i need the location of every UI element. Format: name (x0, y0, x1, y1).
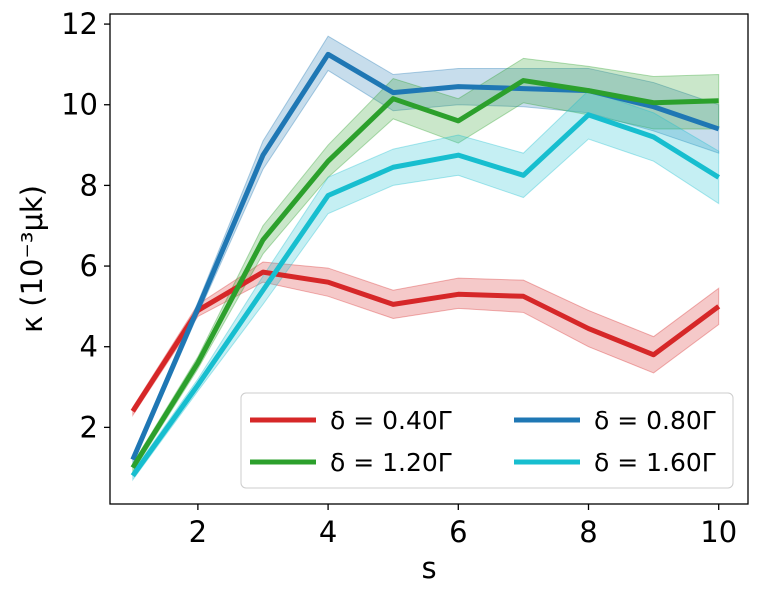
x-tick-label: 6 (449, 515, 467, 549)
series-lines (130, 51, 721, 478)
legend-label: δ = 0.40Γ (330, 406, 452, 435)
band-series-1 (132, 35, 720, 464)
y-tick-label: 10 (61, 88, 98, 122)
line-series-0 (130, 269, 721, 413)
line-series-3 (130, 112, 721, 478)
legend-label: δ = 1.20Γ (330, 448, 452, 477)
legend-box (240, 392, 734, 489)
y-tick-label: 2 (80, 410, 98, 444)
y-tick-label: 6 (80, 249, 98, 283)
x-axis-label: s (421, 551, 436, 585)
y-tick-label: 8 (80, 168, 98, 202)
y-axis-label: κ (10⁻³μk) (15, 185, 49, 333)
legend: δ = 0.40Γ δ = 0.80Γ δ = 1.20Γ δ = 1.60Γ (240, 392, 734, 489)
x-tick-label: 8 (579, 515, 597, 549)
x-tick-label: 2 (189, 515, 207, 549)
y-tick-label: 12 (61, 7, 98, 41)
band-series-0 (132, 261, 720, 417)
legend-label: δ = 0.80Γ (594, 406, 716, 435)
y-tick-label: 4 (80, 330, 98, 364)
legend-label: δ = 1.60Γ (594, 448, 716, 477)
line-series-2 (130, 78, 719, 470)
y-axis-ticks: 2 4 6 8 10 12 (61, 7, 110, 444)
plot-frame (109, 13, 749, 505)
x-tick-label: 10 (700, 515, 737, 549)
x-tick-label: 4 (319, 515, 337, 549)
x-axis-ticks: 2 4 6 8 10 (189, 504, 737, 549)
